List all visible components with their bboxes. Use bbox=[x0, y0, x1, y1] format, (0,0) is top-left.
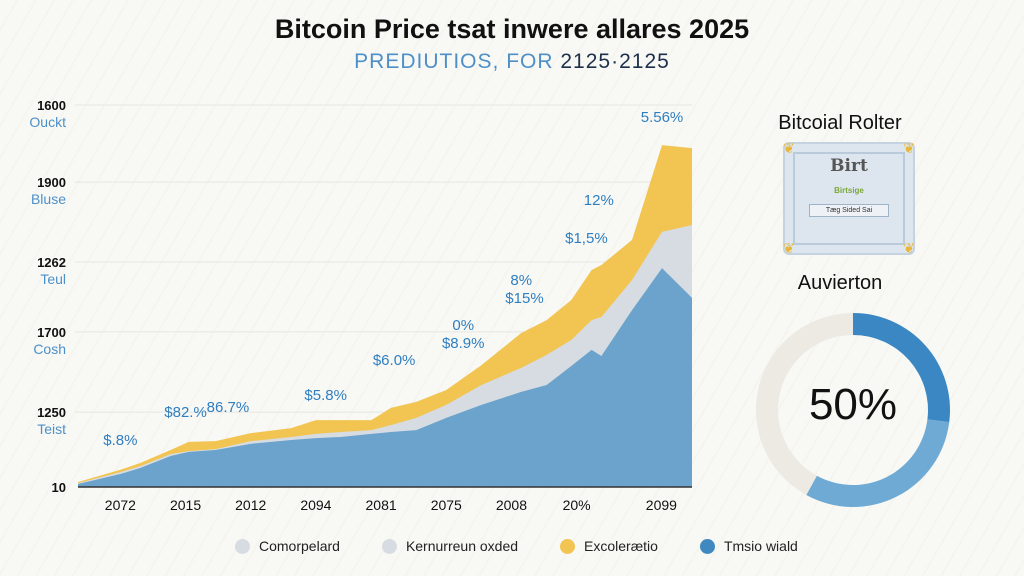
x-tick-label: 20% bbox=[563, 497, 591, 513]
chart-subtitle: PREDIUTIOS, FOR 2125·2125 bbox=[0, 50, 1024, 74]
ornament-icon: ❦ bbox=[783, 240, 795, 256]
legend-item: Comorpelard bbox=[235, 538, 340, 554]
x-tick-label: 2015 bbox=[170, 497, 201, 513]
legend-item: Kernurreun oxded bbox=[381, 538, 519, 554]
certificate-small-text: Tæg Sided Sai bbox=[809, 204, 889, 217]
x-tick-label: 2075 bbox=[431, 497, 462, 513]
data-label: $5.8% bbox=[304, 387, 347, 404]
legend-item: Tmsio wiald bbox=[699, 538, 798, 554]
donut-title: Auvierton bbox=[797, 272, 883, 294]
legend-label: Tmsio wiald bbox=[723, 538, 798, 554]
y-tick-sublabel: Teul bbox=[40, 271, 66, 287]
x-tick-label: 2094 bbox=[300, 497, 331, 513]
donut-segment bbox=[806, 419, 950, 507]
data-label: $1,5% bbox=[565, 230, 608, 247]
legend-label: Comorpelard bbox=[259, 538, 340, 554]
legend-item: Excolerætio bbox=[560, 538, 658, 554]
legend-label: Kernurreun oxded bbox=[405, 538, 519, 554]
data-label: 8% bbox=[510, 272, 532, 289]
legend-label: Excolerætio bbox=[584, 538, 658, 554]
y-tick-sublabel: Teist bbox=[37, 421, 66, 437]
y-tick-label: 1250 bbox=[37, 405, 66, 420]
y-tick-sublabel: Cosh bbox=[33, 341, 66, 357]
y-tick-label: 1700 bbox=[37, 325, 66, 340]
y-tick-sublabel: Ouckt bbox=[29, 114, 66, 130]
chart-title: Bitcoin Price tsat inwere allares 2025 bbox=[274, 14, 750, 44]
x-tick-label: 2008 bbox=[496, 497, 527, 513]
certificate-title: Bitcoial Rolter bbox=[778, 112, 902, 134]
subtitle-years: 2125·2125 bbox=[560, 50, 670, 73]
y-tick-label: 1900 bbox=[37, 175, 66, 190]
x-tick-label: 2081 bbox=[366, 497, 397, 513]
legend-swatch bbox=[381, 538, 397, 554]
ornament-icon: ❦ bbox=[783, 140, 795, 156]
data-label: 86.7% bbox=[207, 399, 250, 416]
y-tick-label: 1600 bbox=[37, 98, 66, 113]
certificate-image: ❦ ❦ ❦ ❦ Birt Birtsige Tæg Sided Sai bbox=[783, 140, 915, 256]
x-tick-label: 2099 bbox=[646, 497, 677, 513]
y-tick-label: 10 bbox=[52, 480, 66, 495]
area-series bbox=[78, 268, 692, 487]
ornament-icon: ❦ bbox=[903, 240, 915, 256]
data-label: $82.% bbox=[164, 404, 207, 421]
data-label: $6.0% bbox=[373, 352, 416, 369]
certificate-heading: Birt bbox=[830, 156, 868, 176]
x-tick-label: 2012 bbox=[235, 497, 266, 513]
data-label: 5.56% bbox=[641, 109, 684, 126]
data-label: 0% bbox=[452, 317, 474, 334]
subtitle-text: PREDIUTIOS, FOR bbox=[354, 50, 554, 73]
y-tick-sublabel: Bluse bbox=[31, 191, 66, 207]
donut-value: 50% bbox=[808, 380, 898, 429]
legend-swatch bbox=[560, 538, 576, 554]
legend-swatch bbox=[699, 538, 715, 554]
x-tick-label: 2072 bbox=[105, 497, 136, 513]
y-tick-label: 1262 bbox=[37, 255, 66, 270]
legend: Comorpelard Kernurreun oxded Excolerætio… bbox=[235, 538, 840, 554]
data-label: $15% bbox=[505, 290, 543, 307]
certificate-green-text: Birtsige bbox=[834, 186, 864, 195]
donut-segment bbox=[852, 313, 950, 423]
legend-swatch bbox=[235, 538, 250, 554]
ornament-icon: ❦ bbox=[903, 140, 915, 156]
data-label: $8.9% bbox=[442, 335, 485, 352]
donut-segment bbox=[755, 313, 853, 496]
data-label: 12% bbox=[584, 192, 614, 209]
data-label: $.8% bbox=[103, 432, 137, 449]
